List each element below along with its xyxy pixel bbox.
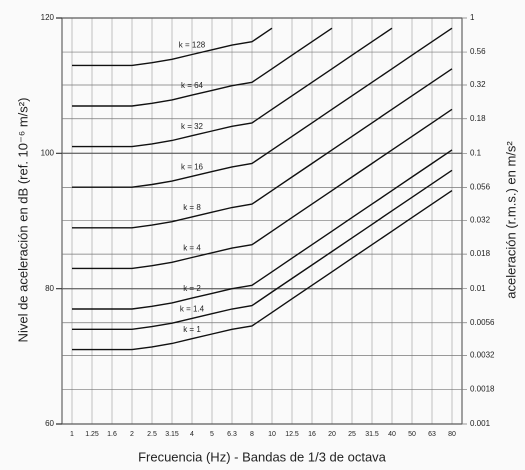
x-tick-label: 63	[428, 431, 436, 438]
y2-tick-label: 0.56	[470, 47, 486, 56]
y2-tick-label: 0.1	[470, 148, 482, 157]
y-axis-label: Nivel de aceleración en dB (ref. 10⁻⁶ m/…	[15, 98, 30, 343]
curve	[72, 190, 453, 351]
y2-tick-label: 0.032	[470, 215, 491, 224]
y2-tick-label: 0.001	[470, 419, 491, 428]
curve	[72, 68, 453, 229]
y-tick-label: 60	[45, 419, 54, 428]
curve	[72, 108, 453, 270]
x-axis-label: Frecuencia (Hz) - Bandas de 1/3 de octav…	[138, 449, 387, 464]
x-tick-label: 8	[250, 431, 254, 438]
x-tick-label: 2.5	[147, 431, 157, 438]
y2-tick-label: 0.018	[470, 249, 491, 258]
x-tick-label: 6.3	[227, 431, 237, 438]
y-tick-label: 120	[41, 13, 55, 22]
y2-tick-label: 0.18	[470, 114, 486, 123]
x-tick-label: 1.25	[85, 431, 99, 438]
x-tick-label: 16	[308, 431, 316, 438]
curve	[72, 149, 453, 310]
y2-tick-label: 0.0056	[470, 318, 495, 327]
x-tick-label: 20	[328, 431, 336, 438]
curve-label: k = 64	[181, 81, 204, 90]
y2-tick-label: 0.0018	[470, 385, 495, 394]
curve	[72, 27, 393, 148]
y2-axis-label: aceleración (r.m.s.) en m/s²	[503, 141, 518, 299]
x-tick-label: 25	[348, 431, 356, 438]
x-tick-label: 31.5	[365, 431, 379, 438]
curve-label: k = 4	[183, 244, 201, 253]
y-tick-label: 100	[41, 148, 55, 157]
curve	[72, 27, 273, 67]
x-tick-label: 80	[448, 431, 456, 438]
curve-label: k = 2	[183, 284, 201, 293]
x-tick-label: 2	[130, 431, 134, 438]
x-tick-label: 10	[268, 431, 276, 438]
y2-tick-label: 0.01	[470, 284, 486, 293]
curve-label: k = 16	[181, 162, 204, 171]
y2-tick-label: 0.32	[470, 80, 486, 89]
curve-label: k = 1.4	[180, 305, 205, 314]
x-tick-label: 1.6	[107, 431, 117, 438]
x-tick-label: 4	[190, 431, 194, 438]
x-tick-label: 40	[388, 431, 396, 438]
curve	[72, 27, 453, 188]
curve	[72, 169, 453, 330]
y2-tick-label: 0.0032	[470, 351, 495, 360]
curve-label: k = 128	[179, 41, 206, 50]
x-tick-label: 50	[408, 431, 416, 438]
curve-label: k = 1	[183, 325, 201, 334]
x-tick-label: 3.15	[165, 431, 179, 438]
y-tick-label: 80	[45, 284, 54, 293]
curve	[72, 27, 333, 107]
y2-tick-label: 1	[470, 13, 475, 22]
x-tick-label: 1	[70, 431, 74, 438]
x-tick-label: 12.5	[285, 431, 299, 438]
y2-tick-label: 0.056	[470, 183, 491, 192]
curve-label: k = 32	[181, 122, 204, 131]
curve-label: k = 8	[183, 203, 201, 212]
x-tick-label: 5	[210, 431, 214, 438]
